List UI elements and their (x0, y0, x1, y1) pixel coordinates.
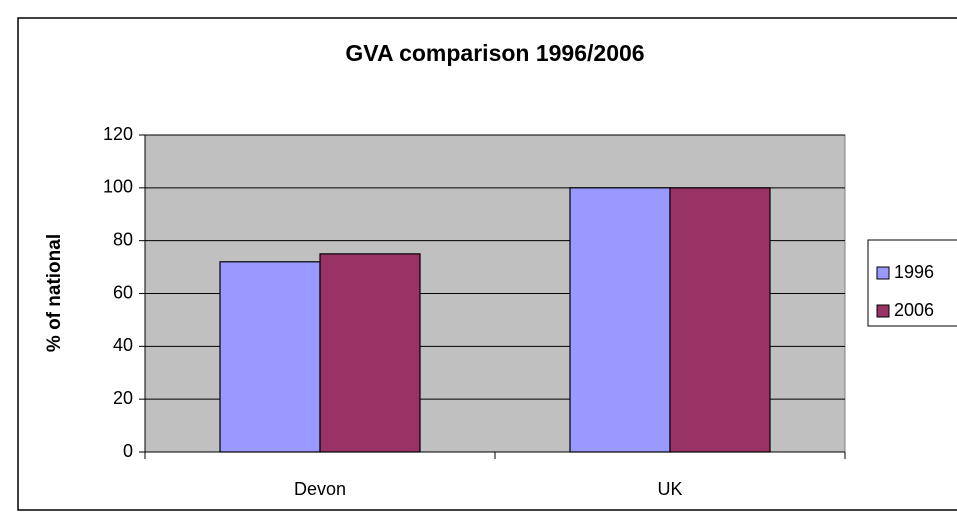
chart-title: GVA comparison 1996/2006 (345, 40, 644, 66)
y-tick-label: 40 (113, 335, 133, 355)
bar (669, 187, 771, 453)
y-tick-label: 20 (113, 388, 133, 408)
y-tick-label: 60 (113, 282, 133, 302)
y-tick-label: 80 (113, 229, 133, 249)
y-tick-label: 0 (123, 441, 133, 461)
y-tick-label: 120 (103, 124, 133, 144)
y-axis-label: % of national (44, 234, 65, 352)
legend-swatch (876, 304, 890, 318)
y-tick-label: 100 (103, 177, 133, 197)
x-tick-label: UK (657, 479, 682, 499)
legend-label: 1996 (894, 262, 934, 282)
x-tick-label: Devon (294, 479, 346, 499)
legend-swatch (876, 266, 890, 280)
bar (569, 187, 671, 453)
bar (319, 253, 421, 453)
bar (219, 261, 321, 453)
legend-label: 2006 (894, 300, 934, 320)
